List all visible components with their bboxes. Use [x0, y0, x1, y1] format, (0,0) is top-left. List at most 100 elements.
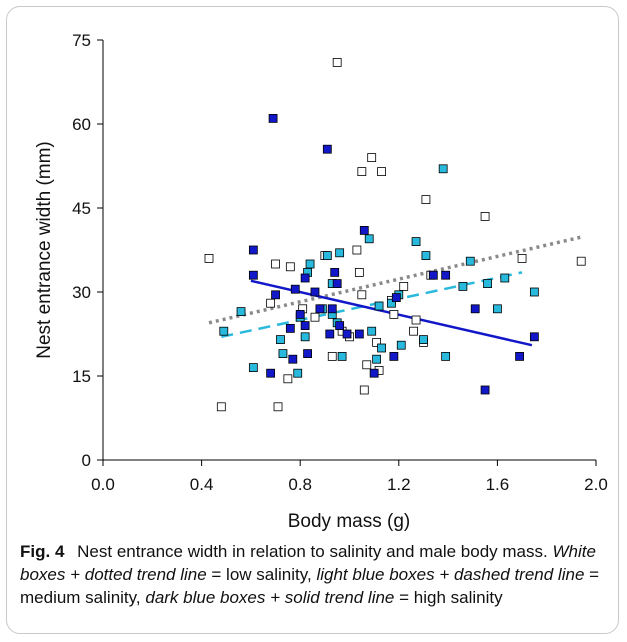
- point-high: [327, 304, 337, 314]
- point-medium: [483, 279, 492, 289]
- point-low: [362, 360, 372, 370]
- point-medium: [278, 349, 288, 359]
- point-high: [470, 304, 480, 314]
- caption-italic-high: dark blue boxes + solid trend line: [145, 588, 395, 607]
- point-low: [357, 167, 367, 177]
- point-high: [441, 270, 451, 280]
- point-high: [295, 309, 305, 319]
- y-tick-label: 0: [82, 451, 91, 470]
- point-high: [332, 279, 342, 289]
- point-high: [369, 368, 379, 378]
- axes: 0 15 30 45 60 75 0.0 0.4 0.8 1.2 1.6 2.0: [72, 31, 608, 494]
- point-high: [248, 245, 258, 255]
- point-high: [248, 270, 258, 280]
- caption-italic-medium: light blue boxes + dashed trend line: [316, 565, 585, 584]
- point-medium: [387, 298, 396, 308]
- point-high: [325, 329, 335, 339]
- y-tick-label: 60: [72, 115, 91, 134]
- point-low: [354, 267, 364, 277]
- point-low: [271, 259, 280, 269]
- point-medium: [438, 164, 448, 174]
- point-low: [409, 326, 418, 336]
- point-high: [300, 321, 310, 331]
- point-low: [204, 253, 214, 263]
- point-high: [322, 144, 332, 154]
- caption-text-4: = high salinity: [399, 588, 503, 607]
- point-medium: [337, 351, 347, 361]
- point-high: [529, 332, 539, 342]
- point-low: [352, 245, 362, 255]
- point-low: [480, 211, 490, 221]
- x-axis-label: Body mass (g): [288, 511, 410, 532]
- point-low: [517, 253, 527, 263]
- point-low: [399, 281, 409, 291]
- x-tick-label: 0.0: [91, 475, 115, 494]
- point-medium: [335, 248, 345, 258]
- x-tick-label: 1.2: [387, 475, 411, 494]
- point-medium: [276, 335, 285, 345]
- point-high: [354, 329, 364, 339]
- point-medium: [374, 301, 384, 311]
- x-tick-label: 1.6: [486, 475, 510, 494]
- point-low: [283, 374, 293, 384]
- y-tick-label: 45: [72, 199, 91, 218]
- point-low: [310, 312, 320, 322]
- point-low: [332, 58, 342, 67]
- caption-text-1: Nest entrance width in relation to salin…: [77, 542, 548, 561]
- point-high: [315, 304, 325, 314]
- point-medium: [364, 234, 374, 244]
- point-low: [411, 315, 421, 325]
- point-medium: [529, 287, 539, 297]
- point-high: [428, 270, 438, 280]
- caption-text-3: = medium salinity,: [20, 565, 600, 607]
- point-low: [216, 402, 226, 412]
- x-tick-label: 0.8: [288, 475, 312, 494]
- y-tick-label: 15: [72, 367, 91, 386]
- x-tick-label: 2.0: [584, 475, 608, 494]
- point-medium: [465, 256, 475, 266]
- y-tick-label: 30: [72, 283, 91, 302]
- y-axis-label: Nest entrance width (mm): [34, 141, 55, 359]
- point-high: [290, 284, 300, 294]
- point-low: [285, 262, 295, 272]
- point-medium: [458, 281, 468, 291]
- point-high: [288, 354, 298, 364]
- point-low: [367, 153, 377, 163]
- point-medium: [396, 340, 406, 350]
- point-medium: [367, 326, 377, 336]
- figure-label: Fig. 4: [20, 542, 65, 561]
- point-medium: [411, 237, 421, 247]
- trend-line-medium: [221, 271, 523, 339]
- point-low: [421, 195, 431, 205]
- point-medium: [377, 343, 386, 353]
- point-low: [273, 402, 283, 412]
- point-high: [330, 267, 340, 277]
- point-high: [342, 329, 352, 339]
- point-medium: [372, 354, 382, 364]
- point-medium: [248, 363, 258, 373]
- point-high: [300, 273, 310, 283]
- point-low: [377, 167, 386, 177]
- point-medium: [421, 251, 431, 261]
- point-high: [285, 323, 295, 333]
- point-low: [266, 298, 276, 308]
- point-high: [391, 293, 401, 303]
- point-high: [271, 290, 280, 300]
- x-tick-label: 0.4: [190, 475, 214, 494]
- y-tick-label: 75: [72, 31, 91, 50]
- point-medium: [500, 273, 510, 283]
- caption-text-2: = low salinity,: [211, 565, 312, 584]
- point-low: [389, 309, 399, 319]
- point-low: [576, 256, 586, 266]
- figure-caption: Fig. 4 Nest entrance width in relation t…: [20, 540, 610, 609]
- point-high: [310, 287, 320, 297]
- point-medium: [219, 326, 229, 336]
- caption-italic-low: White boxes + dotted trend line: [20, 542, 596, 584]
- point-high: [303, 349, 312, 359]
- point-high: [389, 351, 399, 361]
- point-medium: [441, 351, 451, 361]
- point-medium: [322, 251, 332, 261]
- data-markers: [204, 58, 586, 412]
- point-medium: [305, 259, 315, 269]
- point-medium: [236, 307, 246, 317]
